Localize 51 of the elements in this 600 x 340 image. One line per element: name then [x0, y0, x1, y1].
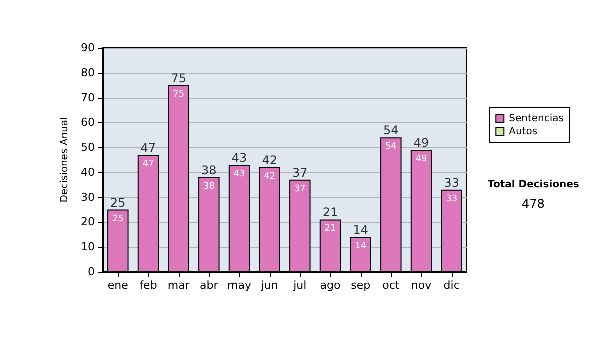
y-tick-label: 40: [81, 166, 95, 179]
x-tick-label: jul: [292, 279, 307, 292]
data-label: 21: [324, 224, 336, 234]
x-tick-label: ene: [108, 279, 129, 292]
total-label: 38: [202, 163, 217, 178]
total-label: 42: [262, 153, 278, 168]
x-tick-label: mar: [168, 279, 190, 292]
y-tick-label: 50: [81, 141, 95, 154]
x-tick-label: jun: [260, 279, 278, 292]
data-label: 38: [203, 182, 216, 192]
text: Total Decisiones: [488, 180, 580, 190]
x-tick-label: dic: [444, 279, 460, 292]
x-tick-label: ago: [320, 279, 341, 292]
data-label: 33: [446, 194, 458, 204]
total-label: 14: [353, 223, 368, 238]
data-label: 54: [385, 142, 398, 152]
data-label: 37: [294, 184, 306, 194]
total-label: 25: [110, 196, 126, 210]
y-tick-label: 60: [81, 116, 95, 130]
y-axis-title: Decisiones Anual: [60, 117, 71, 203]
y-tick-label: 0: [88, 266, 95, 278]
data-label: 14: [355, 242, 367, 252]
total-label: 47: [140, 141, 156, 156]
total-label: 54: [384, 124, 399, 138]
x-tick-label: feb: [140, 279, 158, 292]
x-tick-label: nov: [411, 279, 432, 292]
data-label: 75: [173, 90, 185, 100]
total-label: 43: [232, 150, 248, 165]
y-tick-label: 10: [81, 240, 95, 254]
legend-label: Sentencias: [509, 114, 564, 124]
legend-label: Autos: [509, 126, 538, 138]
total-label: 75: [171, 71, 186, 86]
data-label: 49: [416, 154, 428, 165]
total-label: 33: [444, 176, 460, 190]
data-label: 25: [112, 214, 124, 224]
x-tick-label: oct: [382, 279, 400, 292]
y-tick-label: 90: [81, 42, 95, 54]
data-label: 47: [142, 160, 154, 170]
y-tick-label: 20: [81, 216, 95, 229]
y-tick-label: 80: [81, 66, 95, 80]
total-label: 37: [292, 166, 308, 180]
x-tick-label: abr: [200, 279, 219, 292]
x-tick-label: sep: [351, 279, 371, 292]
data-label: 42: [264, 172, 276, 182]
total-label: 21: [322, 206, 338, 220]
y-tick-label: 70: [81, 91, 95, 104]
y-tick-label: 30: [81, 190, 95, 204]
x-tick-label: may: [228, 279, 252, 292]
data-label: 43: [234, 169, 246, 180]
text: 478: [522, 197, 545, 211]
total-label: 49: [414, 136, 430, 150]
